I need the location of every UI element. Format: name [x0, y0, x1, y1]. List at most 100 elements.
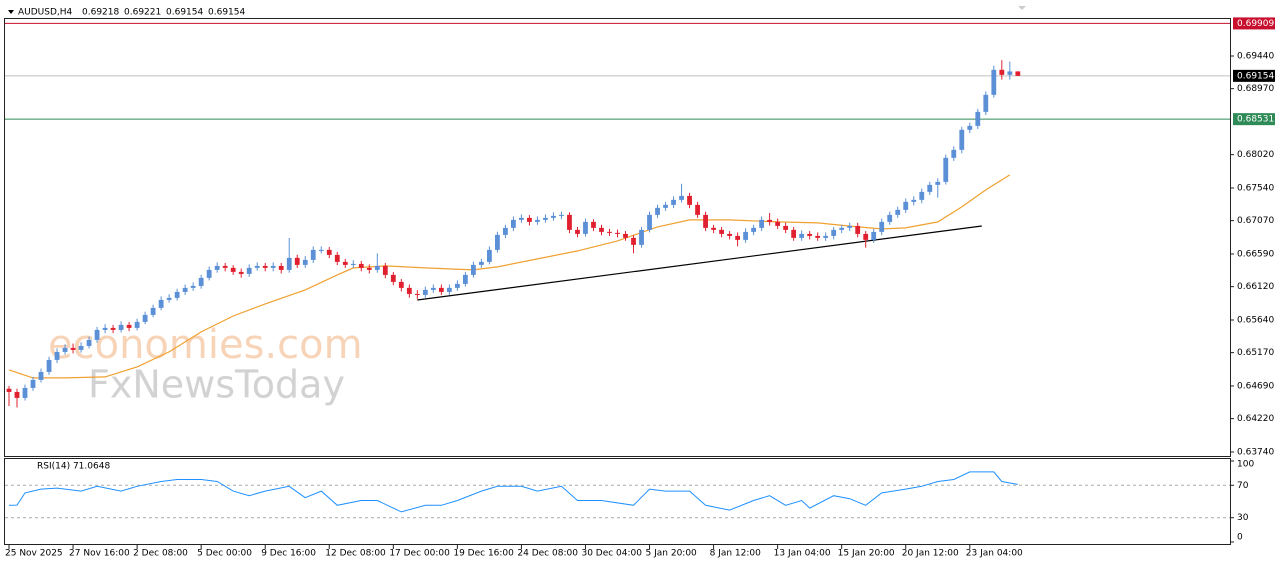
- main-panel-frame: [4, 18, 1231, 457]
- candle-body: [102, 327, 108, 330]
- candle-body: [462, 274, 468, 284]
- candle-body: [334, 254, 340, 262]
- header-ohlc: 0.69154: [166, 8, 203, 18]
- candle-body: [270, 265, 276, 268]
- candle-body: [607, 231, 612, 233]
- candle-body: [871, 231, 877, 240]
- chart-title: AUDUSD,H4: [18, 8, 73, 18]
- candle-body: [839, 227, 845, 230]
- rsi-title: RSI(14) 71.0648: [37, 462, 110, 472]
- candle-body: [278, 265, 284, 270]
- y-tick-label: 0.64220: [1237, 414, 1274, 424]
- candle-body: [94, 329, 100, 340]
- y-tick-label: 100: [1237, 460, 1254, 470]
- candle-body: [374, 265, 380, 270]
- candle-body: [158, 299, 164, 308]
- candle-body: [807, 233, 813, 236]
- candle-body: [655, 207, 660, 215]
- price-label: 0.69909: [1237, 19, 1274, 29]
- header-ohlc: 0.69221: [124, 8, 161, 18]
- x-tick-label: 2 Dec 08:00: [133, 549, 188, 559]
- x-tick-label: 20 Jan 12:00: [902, 549, 959, 559]
- candle-body: [470, 264, 476, 275]
- candle-body: [414, 293, 420, 295]
- price-label: 0.68531: [1237, 115, 1274, 125]
- candle-body: [398, 281, 404, 288]
- candle-body: [575, 229, 580, 234]
- candle-body: [695, 204, 700, 215]
- candle-body: [390, 274, 396, 282]
- candle-body: [927, 184, 933, 192]
- candle-body: [975, 111, 981, 126]
- candle-body: [599, 227, 604, 232]
- candle-body: [262, 265, 268, 268]
- candle-body: [118, 324, 124, 330]
- candle-body: [535, 219, 540, 222]
- y-tick-label: 0.67540: [1237, 183, 1274, 193]
- candle-body: [254, 265, 260, 268]
- main-panel: [5, 22, 1230, 408]
- price-label: 0.69154: [1237, 71, 1274, 81]
- candle-body: [767, 219, 773, 222]
- candle-body: [382, 265, 388, 275]
- candle-body: [647, 214, 652, 230]
- candle-body: [551, 215, 556, 218]
- candle-body: [126, 324, 132, 328]
- candle-body: [743, 231, 749, 240]
- rsi-line: [8, 471, 1018, 513]
- x-tick-label: 19 Dec 16:00: [453, 549, 514, 559]
- candle-body: [54, 351, 60, 360]
- candle-body: [751, 227, 757, 232]
- x-tick-label: 8 Jan 12:00: [710, 549, 762, 559]
- candle-body: [430, 287, 436, 290]
- x-tick-label: 15 Jan 20:00: [838, 549, 895, 559]
- candle-body: [879, 221, 885, 232]
- candle-body: [142, 314, 148, 322]
- candle-body: [935, 181, 941, 185]
- candle-body: [238, 271, 244, 274]
- candle-body: [711, 227, 716, 230]
- candle-body: [150, 307, 156, 315]
- dropdown-icon[interactable]: [8, 10, 14, 14]
- y-tick-label: 0.69440: [1237, 51, 1274, 61]
- y-tick-label: 0: [1237, 533, 1243, 543]
- y-tick-label: 0.65640: [1237, 315, 1274, 325]
- candle-body: [30, 379, 36, 388]
- y-tick-label: 70: [1237, 481, 1249, 491]
- price-label-box: [1233, 113, 1275, 126]
- candle-body: [6, 388, 12, 392]
- scroll-marker: [1018, 6, 1026, 10]
- candle-body: [134, 321, 140, 328]
- candle-body: [78, 345, 84, 350]
- candle-body: [583, 221, 588, 234]
- candle-body: [519, 217, 524, 220]
- candle-body: [214, 265, 220, 270]
- candle-body: [182, 287, 188, 292]
- trendline: [417, 225, 982, 301]
- candle-body: [831, 229, 837, 236]
- candle-body: [446, 287, 452, 292]
- candle-body: [679, 195, 684, 200]
- candle-body: [631, 237, 636, 245]
- candle-body: [703, 214, 708, 228]
- candle-body: [438, 287, 444, 292]
- candle-body: [847, 225, 853, 228]
- price-label-box: [1233, 17, 1275, 30]
- y-tick-label: 0.68970: [1237, 84, 1274, 94]
- candle-body: [791, 229, 797, 238]
- candle-body: [735, 235, 740, 240]
- candle-body: [286, 257, 292, 270]
- candle-body: [919, 191, 925, 200]
- candle-body: [567, 214, 572, 230]
- candle-body: [366, 267, 372, 270]
- candle-body: [967, 125, 973, 130]
- candle-body: [222, 265, 228, 268]
- candle-body: [166, 297, 172, 300]
- candle-body: [527, 217, 532, 222]
- x-tick-label: 17 Dec 00:00: [389, 549, 450, 559]
- candle-body: [294, 257, 300, 265]
- x-tick-label: 13 Jan 04:00: [774, 549, 831, 559]
- y-tick-label: 0.66590: [1237, 249, 1274, 259]
